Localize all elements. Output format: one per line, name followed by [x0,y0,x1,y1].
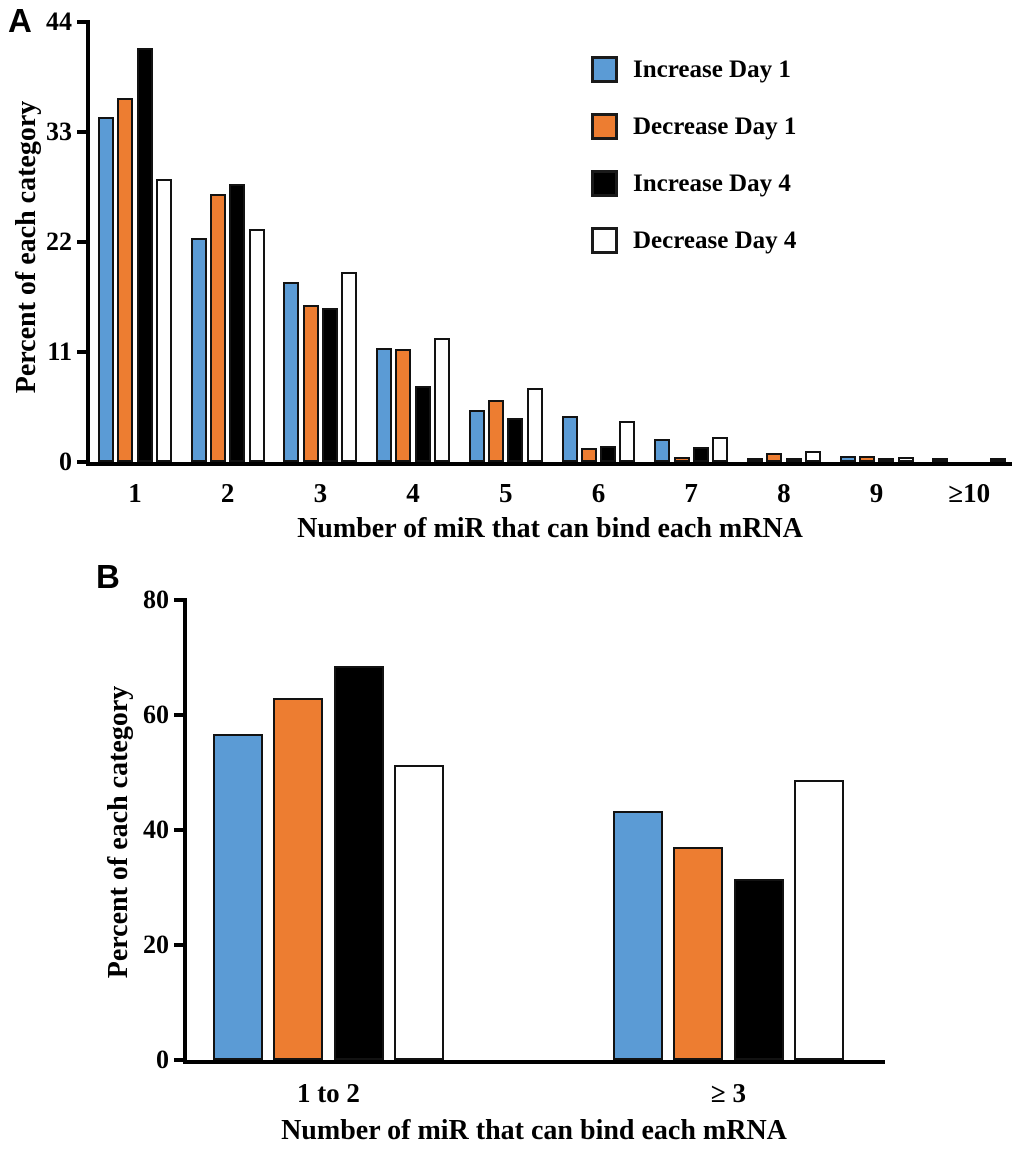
bar [712,437,729,462]
bar [395,349,412,462]
bar [673,457,690,462]
bar [804,451,821,462]
bar [488,400,505,462]
y-axis-tick [174,598,187,602]
y-axis-tick [77,460,90,464]
bar [98,117,114,462]
bar [526,388,543,462]
x-axis-category-label: 2 [220,478,235,508]
x-axis-category-label: 5 [499,478,513,508]
bar [376,348,393,462]
bar [273,697,324,1060]
y-axis-tick [174,828,187,832]
x-axis-category-label: 7 [684,478,698,508]
x-axis-category-label: 9 [869,478,884,508]
bar [839,456,856,462]
panel-b-letter: B [96,558,120,595]
y-axis-tick-label: 80 [143,585,169,614]
x-axis-category-label: 8 [777,478,791,508]
bar [136,48,153,462]
legend-label: Decrease Day 4 [633,227,797,254]
y-axis-tick [77,20,90,24]
bar [333,665,384,1060]
bar [746,458,763,462]
x-axis-category-label: 3 [313,478,328,508]
bar [673,847,724,1060]
x-axis-category-label: 6 [591,478,606,508]
x-axis-category-label: 1 to 2 [296,1078,360,1108]
bar [229,184,246,462]
y-axis-tick [174,713,187,717]
y-axis-tick-label: 20 [143,930,169,959]
y-axis-tick-label: 0 [156,1045,169,1074]
bar [213,733,263,1060]
panel-b-plot-area: 0 20 40 60 80 1 to 2 ≥ 3 [143,585,885,1108]
bar [468,410,485,462]
bar [393,765,444,1060]
legend-color-swatch [591,170,618,197]
x-axis-category-label: 1 [128,478,142,508]
bar [793,779,844,1060]
bar [210,194,226,462]
legend-color-swatch [591,113,618,140]
bar [619,421,636,462]
bar [434,338,450,462]
panel-b-x-axis-title: Number of miR that can bind each mRNA [281,1115,787,1146]
y-axis-tick [174,943,187,947]
x-axis-category-label: ≥10 [948,478,991,508]
legend-item: Increase Day 4 [591,170,796,197]
legend-color-swatch [591,56,618,83]
bar [600,446,617,462]
bar [654,439,671,462]
bar [858,456,875,462]
y-axis-tick-label: 11 [47,337,72,366]
y-axis-tick-label: 33 [46,117,72,146]
panel-a-letter: A [8,2,32,39]
legend-item: Decrease Day 4 [591,227,796,254]
legend-label: Decrease Day 1 [633,113,797,140]
bar [283,282,300,462]
y-axis-tick [174,1058,187,1062]
bar [302,305,319,462]
bar [613,811,663,1060]
bar [248,229,265,462]
legend-label: Increase Day 1 [633,56,791,83]
y-axis-tick-label: 60 [143,700,169,729]
y-axis-tick [77,240,90,244]
bar [341,272,358,462]
bar [785,458,802,462]
y-axis-tick-label: 0 [59,447,72,476]
bar [155,179,172,462]
bar [117,98,134,462]
bar [733,879,784,1060]
y-axis-tick [77,350,90,354]
bar [692,447,709,462]
legend-item: Decrease Day 1 [591,113,796,140]
panel-a-x-axis-title: Number of miR that can bind each mRNA [297,513,803,544]
panel-a-plot-area: 0 11 22 33 44 1 2 3 4 5 6 7 8 9 ≥10 [46,7,1012,508]
y-axis-tick-label: 44 [46,7,72,36]
bar [766,453,783,462]
x-axis-category-label: ≥ 3 [710,1078,746,1108]
bar [990,457,1007,462]
legend-color-swatch [591,227,618,254]
y-axis-tick [77,130,90,134]
legend-item: Increase Day 1 [591,56,796,83]
bar [414,386,431,462]
bar [561,416,578,462]
bar [507,418,524,462]
y-axis-tick-label: 22 [46,227,72,256]
bar [322,308,338,462]
bar [897,457,914,462]
bar [580,448,597,462]
bar [878,458,895,462]
bar [932,458,949,462]
legend-label: Increase Day 4 [633,170,791,197]
bar [190,238,207,462]
y-axis-tick-label: 40 [143,815,169,844]
legend: Increase Day 1 Decrease Day 1 Increase Day… [591,56,796,254]
x-axis-category-label: 4 [406,478,420,508]
